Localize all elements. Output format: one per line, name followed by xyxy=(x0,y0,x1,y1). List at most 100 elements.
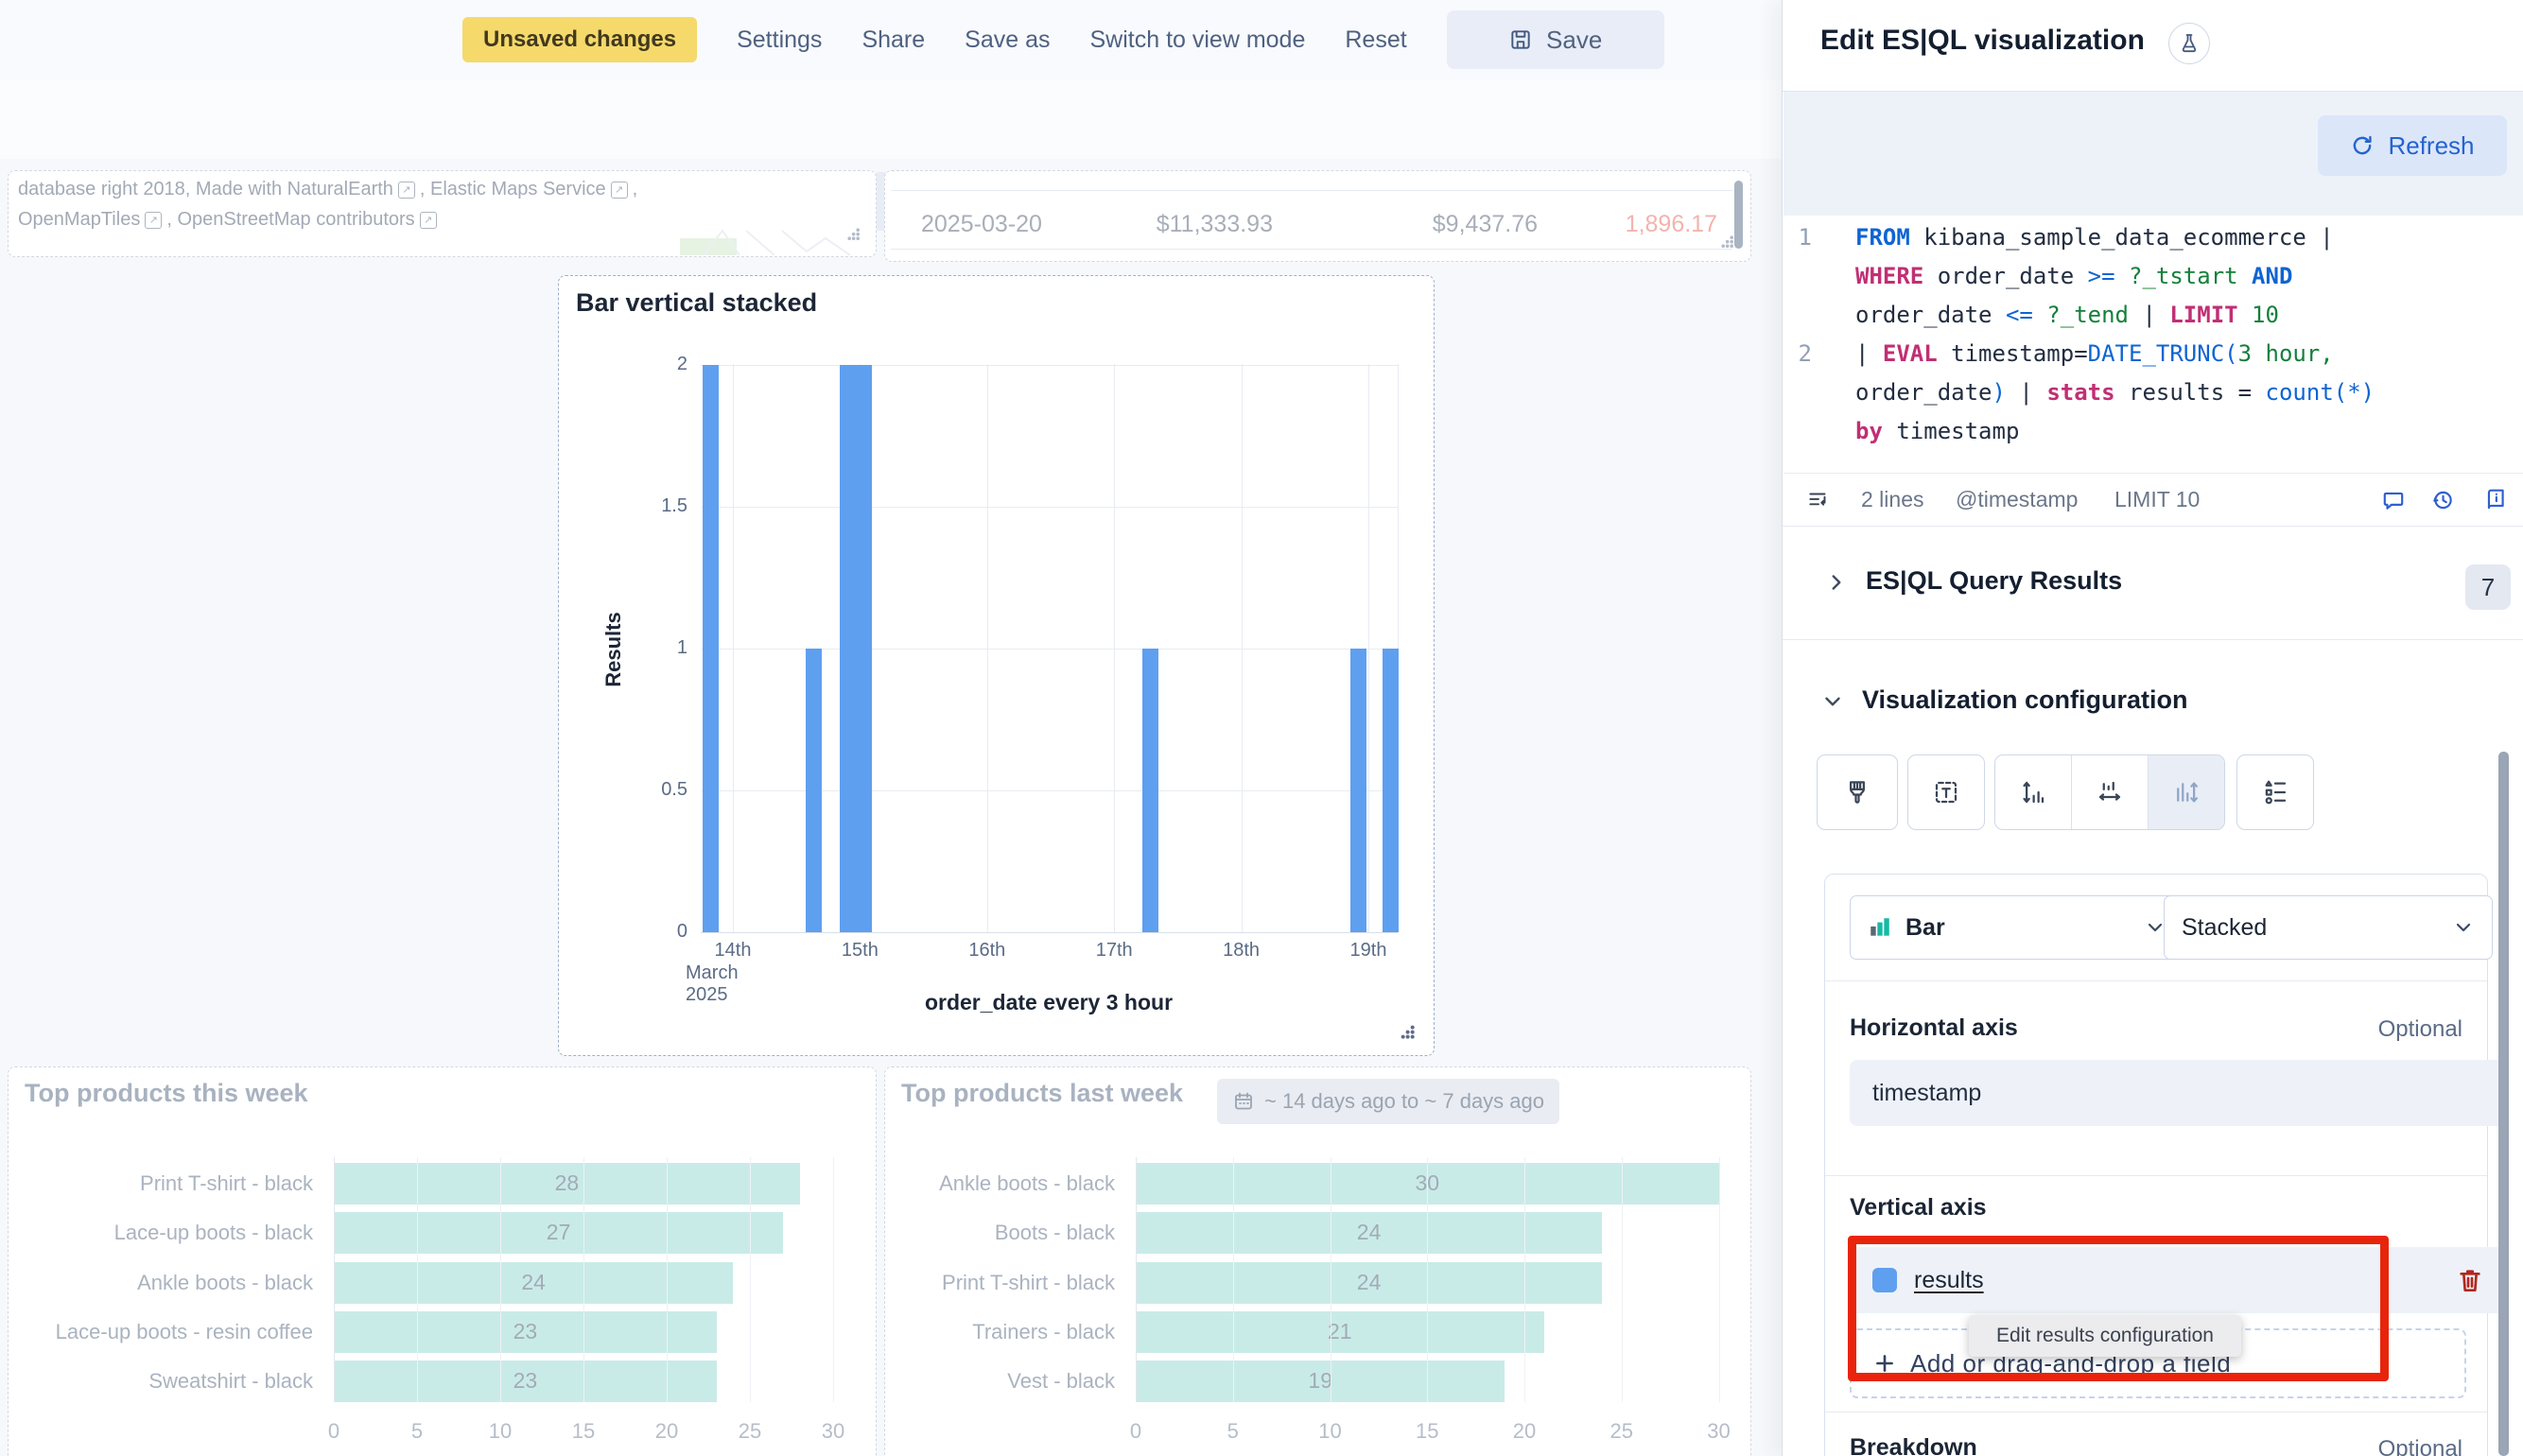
tech-preview-badge[interactable] xyxy=(2168,23,2210,64)
chart-bar xyxy=(334,1261,734,1304)
map-sketch xyxy=(680,229,851,255)
calendar-icon xyxy=(1235,1092,1252,1110)
x-axis-title: order_date every 3 hour xyxy=(924,990,1174,1014)
chart-bar xyxy=(1141,648,1158,932)
save-as-button[interactable]: Save as xyxy=(965,26,1051,53)
value-label: 23 xyxy=(513,1368,538,1394)
horizontal-axis-settings-button[interactable] xyxy=(2072,755,2149,829)
vertical-axis-settings-button[interactable] xyxy=(1995,755,2072,829)
value-label: 28 xyxy=(554,1170,580,1195)
code-line: by timestamp xyxy=(1855,418,2020,444)
editor-lines-icon[interactable] xyxy=(1806,488,1831,512)
x-tick-label: 19th xyxy=(1349,940,1387,961)
code-line: | EVAL timestamp=DATE_TRUNC(3 hour, xyxy=(1855,340,2334,367)
code-line: FROM kibana_sample_data_ecommerce | xyxy=(1855,224,2334,251)
chevron-down-icon xyxy=(2456,923,2471,932)
floppy-disk-icon xyxy=(1511,30,1530,49)
text-labels-button[interactable] xyxy=(1907,754,1985,830)
time-range-badge[interactable]: ~ 14 days ago to ~ 7 days ago xyxy=(1217,1079,1560,1124)
code-line: WHERE order_date >= ?_tstart AND xyxy=(1855,263,2293,289)
x-tick-label: 25 xyxy=(738,1419,762,1443)
visualization-configuration-accordion[interactable]: Visualization configuration xyxy=(1783,640,2523,744)
y-tick-label: 1 xyxy=(676,636,687,658)
external-link-icon[interactable] xyxy=(145,211,163,229)
chart-bar xyxy=(805,648,822,932)
axis-left-icon xyxy=(2177,782,2198,803)
chevron-down-icon xyxy=(1825,697,1840,706)
external-link-icon[interactable] xyxy=(610,181,628,199)
line-count: 2 lines xyxy=(1861,487,1924,511)
table-rule xyxy=(891,249,1732,250)
esql-bar-chart-panel[interactable]: Bar vertical stacked Results 0 0.5 1 1.5 2 14… xyxy=(558,275,1435,1056)
category-label: Ankle boots - black xyxy=(137,1270,313,1294)
grid-line xyxy=(1114,364,1116,932)
y-tick-label: 0.5 xyxy=(661,778,687,800)
feedback-icon[interactable] xyxy=(2381,488,2406,512)
time-field: @timestamp xyxy=(1956,487,2079,511)
value-label: 21 xyxy=(1327,1318,1352,1343)
grid-line xyxy=(701,932,1398,933)
editor-footer: 2 lines @timestamp LIMIT 10 xyxy=(1784,473,2523,527)
horizontal-axis-field[interactable]: timestamp xyxy=(1850,1060,2508,1126)
grid-line xyxy=(701,789,1398,791)
x-tick-label: 10 xyxy=(488,1419,513,1443)
horizontal-axis-label: Horizontal axis xyxy=(1850,1014,2018,1041)
x-tick-label: 16th xyxy=(968,940,1006,961)
x-tick-label: 5 xyxy=(1227,1419,1239,1443)
switch-to-view-mode-button[interactable]: Switch to view mode xyxy=(1089,26,1306,53)
esql-code-editor[interactable]: 1 2 FROM kibana_sample_data_ecommerce | … xyxy=(1784,216,2523,473)
hbar-layer-lastweek: Ankle boots - black 30 Boots - black 24 Prin… xyxy=(885,1067,1750,1456)
x-axis-context-label: March 2025 xyxy=(686,962,739,1005)
drag-handle-icon[interactable] xyxy=(845,226,862,243)
grid-line xyxy=(1524,1157,1525,1402)
table-scrollbar[interactable] xyxy=(1734,181,1743,249)
refresh-button[interactable]: Refresh xyxy=(2318,115,2507,176)
share-button[interactable]: Share xyxy=(861,26,926,53)
bar-chart-icon xyxy=(1870,918,1889,936)
grid-line xyxy=(1232,1157,1234,1402)
results-field-link[interactable]: results xyxy=(1914,1266,1984,1293)
category-label: Lace-up boots - black xyxy=(113,1221,313,1245)
resize-handle-icon[interactable] xyxy=(1399,1023,1418,1042)
map-panel[interactable]: database right 2018, Made with NaturalEa… xyxy=(8,170,877,257)
external-link-icon[interactable] xyxy=(397,181,415,199)
external-link-icon[interactable] xyxy=(419,211,437,229)
legend-settings-button[interactable] xyxy=(2236,754,2314,830)
save-button[interactable]: Save xyxy=(1446,10,1664,69)
panel-title: Top products this week xyxy=(25,1079,308,1107)
settings-button[interactable]: Settings xyxy=(737,26,823,53)
grid-line xyxy=(701,364,1398,366)
grid-line xyxy=(833,1157,834,1402)
reset-button[interactable]: Reset xyxy=(1345,26,1407,53)
vertical-axis-field-row[interactable]: results xyxy=(1850,1247,2508,1313)
documentation-icon[interactable] xyxy=(2483,488,2508,512)
axis-line xyxy=(334,1157,335,1402)
flyout-scrollbar[interactable] xyxy=(2498,752,2509,1456)
value-label: 27 xyxy=(546,1220,571,1245)
drag-handle-icon[interactable] xyxy=(1719,234,1736,251)
line-number: 2 xyxy=(1798,340,1812,367)
esql-query-results-accordion[interactable]: ES|QL Query Results 7 xyxy=(1783,527,2523,639)
top-products-last-week-panel[interactable]: Top products last week ~ 14 days ago to … xyxy=(884,1066,1751,1456)
x-tick-label: 15 xyxy=(571,1419,596,1443)
chart-bar xyxy=(1136,1261,1603,1304)
left-axis-settings-button-selected[interactable] xyxy=(2149,755,2224,829)
legend-list-icon xyxy=(2265,780,2287,805)
brush-icon xyxy=(1850,781,1865,804)
chart-bar xyxy=(334,1310,717,1353)
category-label: Trainers - black xyxy=(972,1319,1115,1343)
series-color-swatch[interactable] xyxy=(1872,1268,1897,1292)
y-tick-label: 0 xyxy=(676,921,687,942)
chart-bar xyxy=(1136,1310,1544,1353)
edit-results-tooltip: Edit results configuration xyxy=(1969,1315,2241,1357)
trash-icon[interactable] xyxy=(2455,1265,2485,1295)
style-brush-button[interactable] xyxy=(1817,754,1898,830)
top-products-this-week-panel[interactable]: Top products this week Print T-shirt - b… xyxy=(8,1066,877,1456)
table-cell-margin: 1,896.17 xyxy=(1625,211,1717,237)
axis-line xyxy=(1136,1157,1137,1402)
data-table-panel[interactable]: 2025-03-20 $11,333.93 $9,437.76 1,896.17 xyxy=(884,170,1751,262)
query-history-icon[interactable] xyxy=(2430,488,2455,512)
stack-mode-select[interactable]: Stacked xyxy=(2164,895,2493,960)
chart-type-select[interactable]: Bar xyxy=(1850,895,2184,960)
text-frame-icon xyxy=(1935,781,1958,804)
